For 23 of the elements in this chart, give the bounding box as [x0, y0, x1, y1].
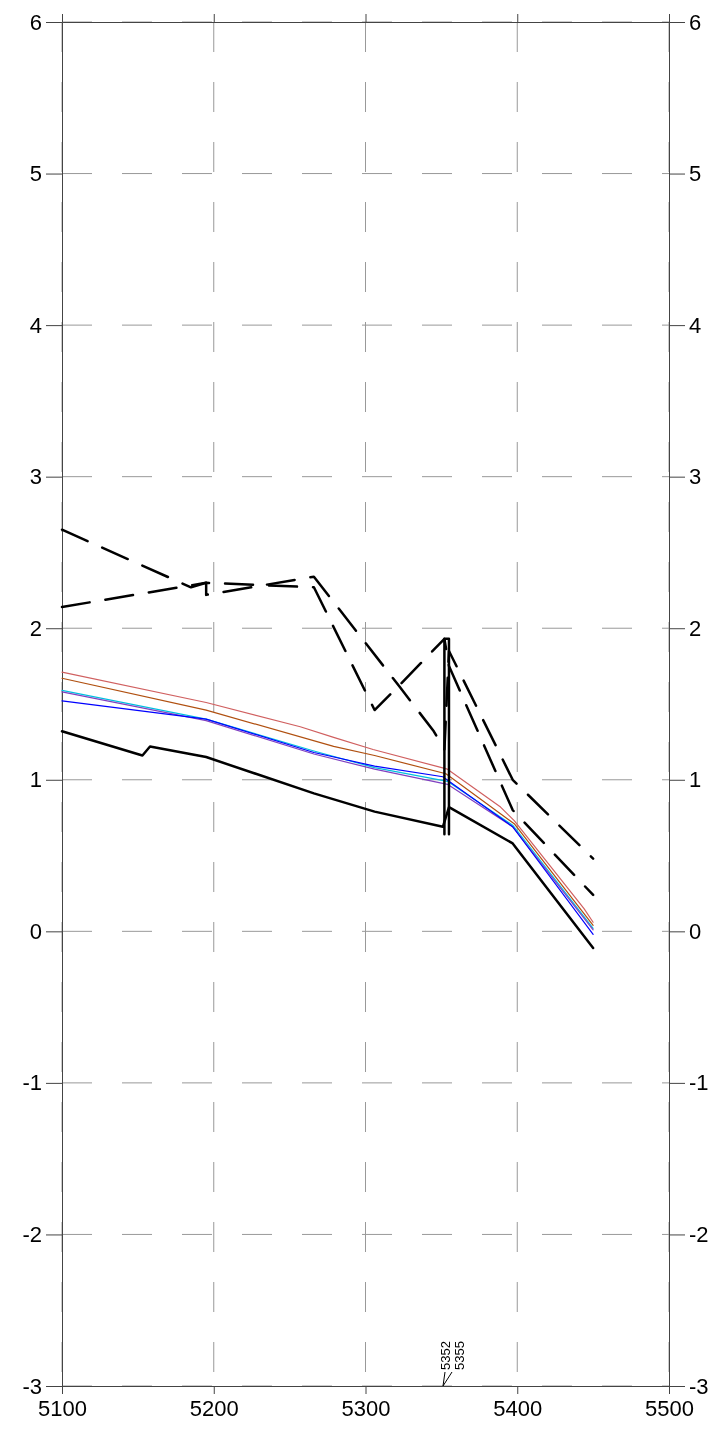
y-tick-label: 2 — [29, 615, 42, 641]
y-tick-label: 0 — [29, 918, 42, 944]
y2-tick-label: 5 — [689, 161, 702, 187]
y-tick-label: 3 — [29, 464, 42, 490]
annotation: 5352 — [438, 1341, 453, 1370]
y-tick-label: 4 — [29, 312, 42, 338]
y-tick-label: 6 — [29, 9, 42, 35]
y2-tick-label: 0 — [689, 918, 702, 944]
x-tick-label: 5400 — [493, 1395, 543, 1421]
annotation: 5355 — [452, 1341, 467, 1370]
x-tick-label: 5200 — [189, 1395, 239, 1421]
y2-tick-label: 4 — [689, 312, 702, 338]
y-tick-label: -2 — [22, 1221, 42, 1247]
y2-tick-label: 6 — [689, 9, 702, 35]
y2-tick-label: 1 — [689, 767, 702, 793]
y2-tick-label: -1 — [689, 1070, 709, 1096]
y-tick-label: -1 — [22, 1070, 42, 1096]
y-tick-label: 1 — [29, 767, 42, 793]
x-tick-label: 5300 — [341, 1395, 391, 1421]
y-tick-label: 5 — [29, 161, 42, 187]
y2-tick-label: 2 — [689, 615, 702, 641]
y2-tick-label: 3 — [689, 464, 702, 490]
y2-tick-label: -2 — [689, 1221, 709, 1247]
